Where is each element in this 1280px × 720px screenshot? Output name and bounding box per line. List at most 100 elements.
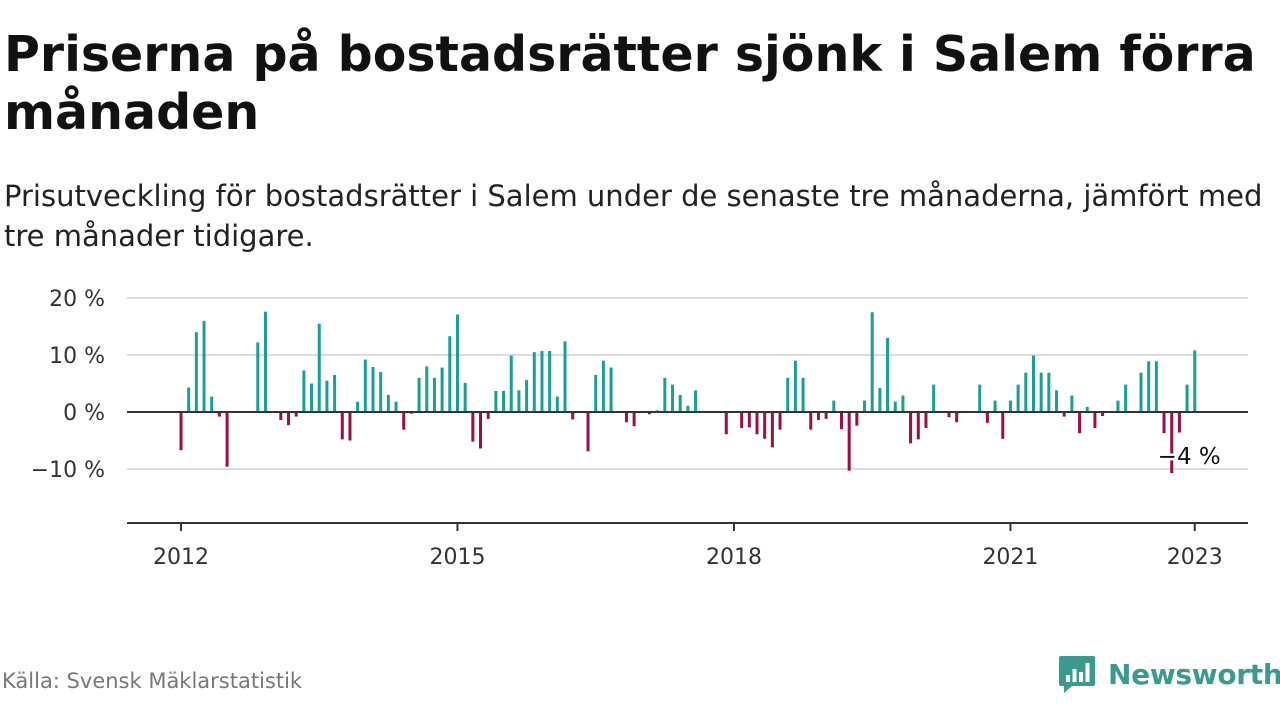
x-tick-label: 2015 [429, 545, 485, 570]
bar [325, 380, 329, 412]
bar [1147, 361, 1151, 412]
bar [924, 412, 928, 428]
bar [947, 412, 951, 418]
bar [755, 412, 759, 435]
bar [1139, 372, 1143, 412]
bar [909, 412, 913, 444]
bar [348, 412, 352, 441]
bar [394, 401, 398, 412]
bar [471, 412, 475, 442]
bar [263, 311, 267, 412]
brand-logo: Newsworthy [1058, 654, 1280, 694]
bar [1124, 384, 1128, 412]
bar [179, 412, 183, 451]
bar [432, 377, 436, 412]
bar [371, 366, 375, 412]
bar [340, 412, 344, 440]
bar [678, 394, 682, 412]
bar [555, 396, 559, 412]
bar [379, 372, 383, 412]
bar [302, 370, 306, 412]
x-tick-label: 2023 [1167, 545, 1223, 570]
bar [194, 332, 198, 412]
bar [310, 383, 314, 412]
latest-value-annotation: −4 % [1158, 444, 1221, 470]
x-tick-label: 2021 [982, 545, 1038, 570]
page-title: Priserna på bostadsrätter sjönk i Salem … [4, 26, 1256, 141]
bar [1177, 412, 1181, 433]
bar [801, 377, 805, 412]
bar [517, 390, 521, 412]
bar [978, 384, 982, 412]
bar [1154, 361, 1158, 412]
source-credit: Källa: Svensk Mäklarstatistik [2, 669, 303, 693]
bar [724, 412, 728, 435]
bar [217, 412, 221, 417]
bar [463, 382, 467, 412]
bar [502, 390, 506, 412]
bar [778, 412, 782, 430]
bar [479, 412, 483, 449]
bar [356, 401, 360, 412]
bar [1162, 412, 1166, 434]
bar [901, 395, 905, 412]
bar [601, 360, 605, 412]
bar [824, 412, 828, 419]
bar [1008, 400, 1012, 412]
bar [747, 412, 751, 428]
y-tick-label: 0 % [63, 401, 105, 426]
y-tick-label: 10 % [49, 344, 105, 369]
bar [210, 396, 214, 412]
x-axis-tick-labels: 2012 2015 2018 2021 2023 [153, 545, 1223, 570]
bar [1085, 406, 1089, 412]
bar [1039, 372, 1043, 412]
bar [863, 400, 867, 412]
bar [870, 312, 874, 412]
bar [1185, 384, 1189, 412]
bar [402, 412, 406, 430]
bar [317, 323, 321, 412]
grid-lines [127, 297, 1248, 470]
bar [187, 387, 191, 412]
bar [1116, 400, 1120, 412]
bar [932, 384, 936, 412]
bar [1070, 395, 1074, 412]
bar [916, 412, 920, 440]
bar [886, 337, 890, 412]
bar [1024, 372, 1028, 412]
bar [740, 412, 744, 428]
bar [671, 384, 675, 412]
bar [494, 390, 498, 412]
bar [786, 377, 790, 412]
bar [333, 374, 337, 412]
bar [686, 405, 690, 412]
brand-name: Newsworthy [1108, 657, 1280, 691]
bar [425, 366, 429, 412]
bar [1170, 412, 1174, 473]
y-tick-label: −10 % [31, 458, 105, 483]
newsworthy-logo-icon [1059, 656, 1095, 693]
bar [832, 400, 836, 412]
bar [763, 412, 767, 439]
bar [1047, 372, 1051, 412]
axes [127, 411, 1248, 531]
bar [770, 412, 774, 448]
bar [256, 342, 260, 412]
bar [878, 388, 882, 412]
bars [179, 311, 1197, 473]
bar [287, 412, 291, 426]
bar [1055, 390, 1059, 412]
bar [816, 412, 820, 420]
bar [417, 377, 421, 412]
bar [455, 314, 459, 412]
bar [1031, 355, 1035, 412]
bar [893, 401, 897, 412]
bar [694, 390, 698, 412]
bar [809, 412, 813, 430]
bar [1016, 384, 1020, 412]
bar [1078, 412, 1082, 434]
bar [663, 377, 667, 412]
annotation-layer: −4 % [1155, 442, 1223, 473]
x-tick-label: 2018 [706, 545, 762, 570]
